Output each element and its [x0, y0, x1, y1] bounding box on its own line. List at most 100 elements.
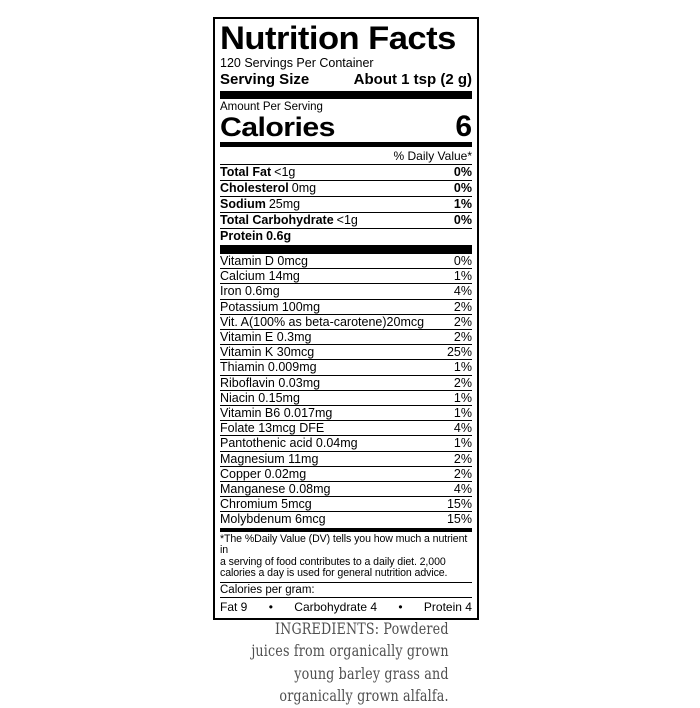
calories-per-gram-row: Fat 9 • Carbohydrate 4 • Protein 4: [220, 598, 472, 616]
nutrient-amount: 25mg: [268, 197, 301, 211]
calories-value: 6: [455, 110, 472, 143]
nutrient-name: Protein: [220, 229, 264, 243]
serving-size-row: Serving Size About 1 tsp (2 g): [220, 71, 472, 89]
nutrient-name: Total Fat: [220, 165, 272, 179]
bullet-separator: •: [268, 600, 273, 615]
footnote-line: calories a day is used for general nutri…: [220, 567, 448, 580]
micronutrient-row-vitamin-e: Vitamin E 0.3mg 2%: [220, 329, 472, 344]
calories-row: Calories 6: [220, 110, 472, 143]
nutrient-row-cholesterol: Cholesterol 0mg 0%: [220, 180, 472, 196]
nutrient-dv: 0%: [453, 254, 472, 268]
nutrient-name: Sodium: [220, 197, 266, 211]
nutrient-row-total-fat: Total Fat <1g 0%: [220, 164, 472, 180]
nutrient-name: Manganese 0.08mg: [220, 482, 331, 497]
micronutrient-row-iron: Iron 0.6mg 4%: [220, 283, 472, 298]
cpg-fat: Fat 9: [220, 600, 248, 615]
nutrient-name: Potassium 100mg: [220, 299, 321, 314]
thick-rule-top: [220, 91, 472, 99]
micronutrient-row-vitamin-k: Vitamin K 30mcg 25%: [220, 344, 472, 359]
nutrient-name: Vitamin B6 0.017mg: [220, 406, 333, 421]
nutrient-dv: 2%: [453, 299, 472, 314]
bullet-separator: •: [398, 600, 403, 615]
nutrient-dv: 15%: [446, 512, 472, 527]
micronutrient-row-molybdenum: Molybdenum 6mcg 15%: [220, 511, 472, 526]
nutrient-dv: 1%: [453, 390, 472, 405]
footnote-line: a serving of food contributes to a daily…: [220, 555, 446, 568]
nutrient-dv: 2%: [453, 451, 472, 466]
servings-per-container: 120 Servings Per Container: [220, 56, 374, 70]
nutrient-name: Cholesterol: [220, 181, 289, 195]
nutrient-dv: 2%: [453, 466, 472, 481]
nutrient-amount: 0.6g: [266, 229, 292, 243]
serving-size-label: Serving Size: [220, 71, 310, 88]
calories-label: Calories: [220, 112, 335, 142]
micronutrient-row-vitamin-a: Vit. A(100% as beta-carotene)20mcg 2%: [220, 313, 472, 329]
nutrient-dv: 0%: [453, 181, 472, 195]
micronutrient-row-calcium: Calcium 14mg 1%: [220, 268, 472, 283]
micronutrient-row-riboflavin: Riboflavin 0.03mg 2%: [220, 374, 472, 390]
micronutrient-row-pantothenic-acid: Pantothenic acid 0.04mg 1%: [220, 435, 472, 450]
nutrient-dv: 1%: [453, 197, 472, 211]
micronutrient-row-potassium: Potassium 100mg 2%: [220, 298, 472, 314]
nutrition-facts-label: Nutrition Facts 120 Servings Per Contain…: [213, 17, 479, 621]
nutrient-amount: 0mg: [291, 181, 317, 195]
nutrient-name: Molybdenum 6mcg: [220, 512, 326, 527]
nutrient-dv: 1%: [453, 436, 472, 451]
micronutrient-row-vitamin-d: Vitamin D 0mcg 0%: [220, 254, 472, 268]
nutrient-name: Riboflavin 0.03mg: [220, 375, 321, 390]
nutrient-name: Pantothenic acid 0.04mg: [220, 436, 358, 451]
daily-value-header: % Daily Value*: [393, 149, 472, 163]
nutrient-name: Magnesium 11mg: [220, 451, 319, 466]
micronutrient-row-manganese: Manganese 0.08mg 4%: [220, 481, 472, 496]
nutrient-name: Vit. A(100% as beta-carotene)20mcg: [220, 314, 425, 329]
nutrient-row-sodium: Sodium 25mg 1%: [220, 196, 472, 212]
nutrient-name: Thiamin 0.009mg: [220, 360, 317, 375]
nutrient-name: Vitamin D 0mcg: [220, 254, 308, 268]
nutrient-amount: <1g: [336, 213, 358, 227]
micronutrient-row-magnesium: Magnesium 11mg 2%: [220, 450, 472, 466]
footnote-line: *The %Daily Value (DV) tells you how muc…: [220, 532, 468, 557]
nutrient-dv: 4%: [453, 482, 472, 497]
nutrient-dv: 1%: [453, 269, 472, 284]
micronutrient-row-copper: Copper 0.02mg 2%: [220, 465, 472, 481]
nutrient-dv: 15%: [446, 497, 472, 512]
cpg-carbohydrate: Carbohydrate 4: [294, 600, 377, 615]
micronutrient-row-thiamin: Thiamin 0.009mg 1%: [220, 359, 472, 374]
cpg-protein: Protein 4: [423, 600, 472, 615]
nutrient-dv: 0%: [453, 165, 472, 179]
serving-size-value: About 1 tsp (2 g): [353, 71, 472, 88]
nutrient-name: Niacin 0.15mg: [220, 390, 300, 405]
ingredients-line: organically grown alfalfa.: [279, 687, 449, 706]
nutrient-dv: 1%: [453, 406, 472, 421]
amount-per-serving-label: Amount Per Serving: [220, 101, 323, 113]
medium-rule: [220, 142, 472, 147]
nutrient-row-protein: Protein 0.6g: [220, 228, 472, 244]
thin-rule: [220, 597, 472, 599]
micronutrient-row-chromium: Chromium 5mcg 15%: [220, 496, 472, 511]
daily-value-footnote: *The %Daily Value (DV) tells you how muc…: [220, 532, 472, 582]
nutrient-name: Copper 0.02mg: [220, 466, 307, 481]
thick-rule-mid: [220, 245, 472, 254]
nutrient-name: Vitamin K 30mcg: [220, 345, 315, 360]
nutrient-row-total-carbohydrate: Total Carbohydrate <1g 0%: [220, 212, 472, 228]
label-title: Nutrition Facts: [220, 20, 456, 56]
calories-per-gram-label: Calories per gram:: [220, 584, 315, 597]
nutrient-dv: 4%: [453, 421, 472, 436]
micronutrients-section: Vitamin D 0mcg 0% Calcium 14mg 1% Iron 0.6…: [220, 254, 472, 527]
thin-rule: [220, 582, 472, 584]
nutrient-dv: 1%: [453, 360, 472, 375]
nutrient-name: Iron 0.6mg: [220, 284, 280, 299]
ingredients-text: INGREDIENTS: Powdered juices from organi…: [252, 618, 449, 708]
nutrient-amount: <1g: [274, 165, 296, 179]
nutrient-dv: 0%: [453, 213, 472, 227]
micronutrient-row-folate: Folate 13mcg DFE 4%: [220, 420, 472, 435]
nutrient-dv: 25%: [446, 345, 472, 360]
nutrient-name: Chromium 5mcg: [220, 497, 312, 512]
thick-rule-bottom: [220, 527, 472, 532]
micronutrient-row-vitamin-b6: Vitamin B6 0.017mg 1%: [220, 405, 472, 420]
ingredients-line: INGREDIENTS: Powdered: [275, 620, 449, 638]
nutrient-name: Vitamin E 0.3mg: [220, 330, 312, 345]
nutrient-name: Calcium 14mg: [220, 269, 300, 284]
ingredients-line: young barley grass and: [294, 664, 449, 683]
nutrient-dv: 4%: [453, 284, 472, 299]
